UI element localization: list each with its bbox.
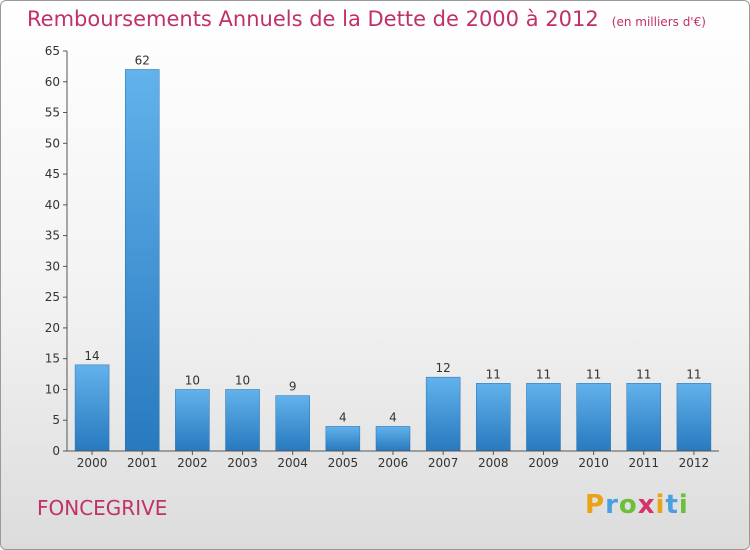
bar-2011 — [626, 383, 662, 452]
data-label: 11 — [536, 367, 551, 381]
x-tick-label: 2005 — [328, 456, 359, 470]
logo-letter: i — [678, 490, 689, 520]
bar-2010 — [576, 383, 611, 452]
chart-title: Remboursements Annuels de la Dette de 20… — [27, 7, 706, 31]
x-tick-label: 2007 — [428, 456, 459, 470]
y-tick-label: 50 — [45, 136, 60, 150]
chart-title-unit: (en milliers d'€) — [611, 15, 706, 29]
x-tick-label: 2004 — [277, 456, 308, 470]
x-tick-label: 2010 — [578, 456, 609, 470]
y-tick-label: 25 — [45, 290, 60, 304]
data-label: 10 — [185, 373, 200, 387]
bar-2008 — [476, 383, 511, 452]
logo-letter: x — [637, 490, 656, 520]
x-axis: 2000 2001 2002 2003 2004 2005 2006 2007 2008 2009… — [67, 450, 719, 470]
y-tick-label: 65 — [45, 44, 60, 58]
data-label: 11 — [486, 367, 501, 381]
bar-2003 — [225, 389, 260, 452]
proxiti-logo: Proxiti — [585, 490, 689, 520]
y-tick-label: 60 — [45, 75, 60, 89]
y-tick-label: 15 — [45, 352, 60, 366]
data-label: 14 — [84, 349, 99, 363]
y-tick-label: 45 — [45, 167, 60, 181]
y-tick-label: 40 — [45, 198, 60, 212]
data-label: 11 — [636, 367, 651, 381]
bar-2012 — [676, 383, 712, 452]
x-tick-label: 2011 — [628, 456, 659, 470]
data-label: 9 — [289, 380, 297, 394]
logo-letter: t — [665, 490, 679, 520]
x-tick-label: 2006 — [378, 456, 409, 470]
data-label: 62 — [135, 53, 150, 67]
bar-2004 — [275, 395, 310, 452]
logo-letter: r — [605, 490, 619, 520]
logo-letter: i — [655, 490, 666, 520]
y-tick-label: 20 — [45, 321, 60, 335]
x-tick-label: 2000 — [77, 456, 108, 470]
x-tick-label: 2012 — [679, 456, 710, 470]
y-tick-label: 10 — [45, 382, 60, 396]
logo-letter: P — [585, 490, 606, 520]
y-tick-label: 0 — [52, 444, 60, 458]
x-tick-label: 2002 — [177, 456, 208, 470]
data-label: 4 — [339, 410, 347, 424]
x-tick-label: 2009 — [528, 456, 559, 470]
y-tick-label: 35 — [45, 229, 60, 243]
data-label: 11 — [686, 367, 701, 381]
data-label: 11 — [586, 367, 601, 381]
chart-title-main: Remboursements Annuels de la Dette de 20… — [27, 7, 599, 31]
bar-2009 — [526, 383, 561, 452]
y-tick-label: 5 — [52, 413, 60, 427]
y-axis: 0 5 10 15 20 25 30 35 40 45 50 55 60 65 — [45, 44, 68, 458]
x-tick-label: 2008 — [478, 456, 509, 470]
y-tick-label: 55 — [45, 106, 60, 120]
bar-2002 — [175, 389, 210, 452]
y-tick-label: 30 — [45, 259, 60, 273]
bar-2007 — [425, 376, 461, 452]
bar-2005 — [325, 426, 361, 452]
x-tick-label: 2003 — [227, 456, 258, 470]
x-tick-label: 2001 — [127, 456, 158, 470]
data-label: 12 — [436, 361, 451, 375]
data-label: 10 — [235, 373, 250, 387]
bar-2006 — [375, 426, 411, 452]
bar-2000 — [74, 364, 110, 452]
bars: 14 62 10 10 9 4 4 12 11 11 11 11 11 — [74, 53, 712, 452]
bar-2001 — [124, 69, 160, 452]
data-label: 4 — [389, 410, 397, 424]
logo-letter: o — [618, 490, 638, 520]
commune-name: FONCEGRIVE — [37, 496, 168, 520]
